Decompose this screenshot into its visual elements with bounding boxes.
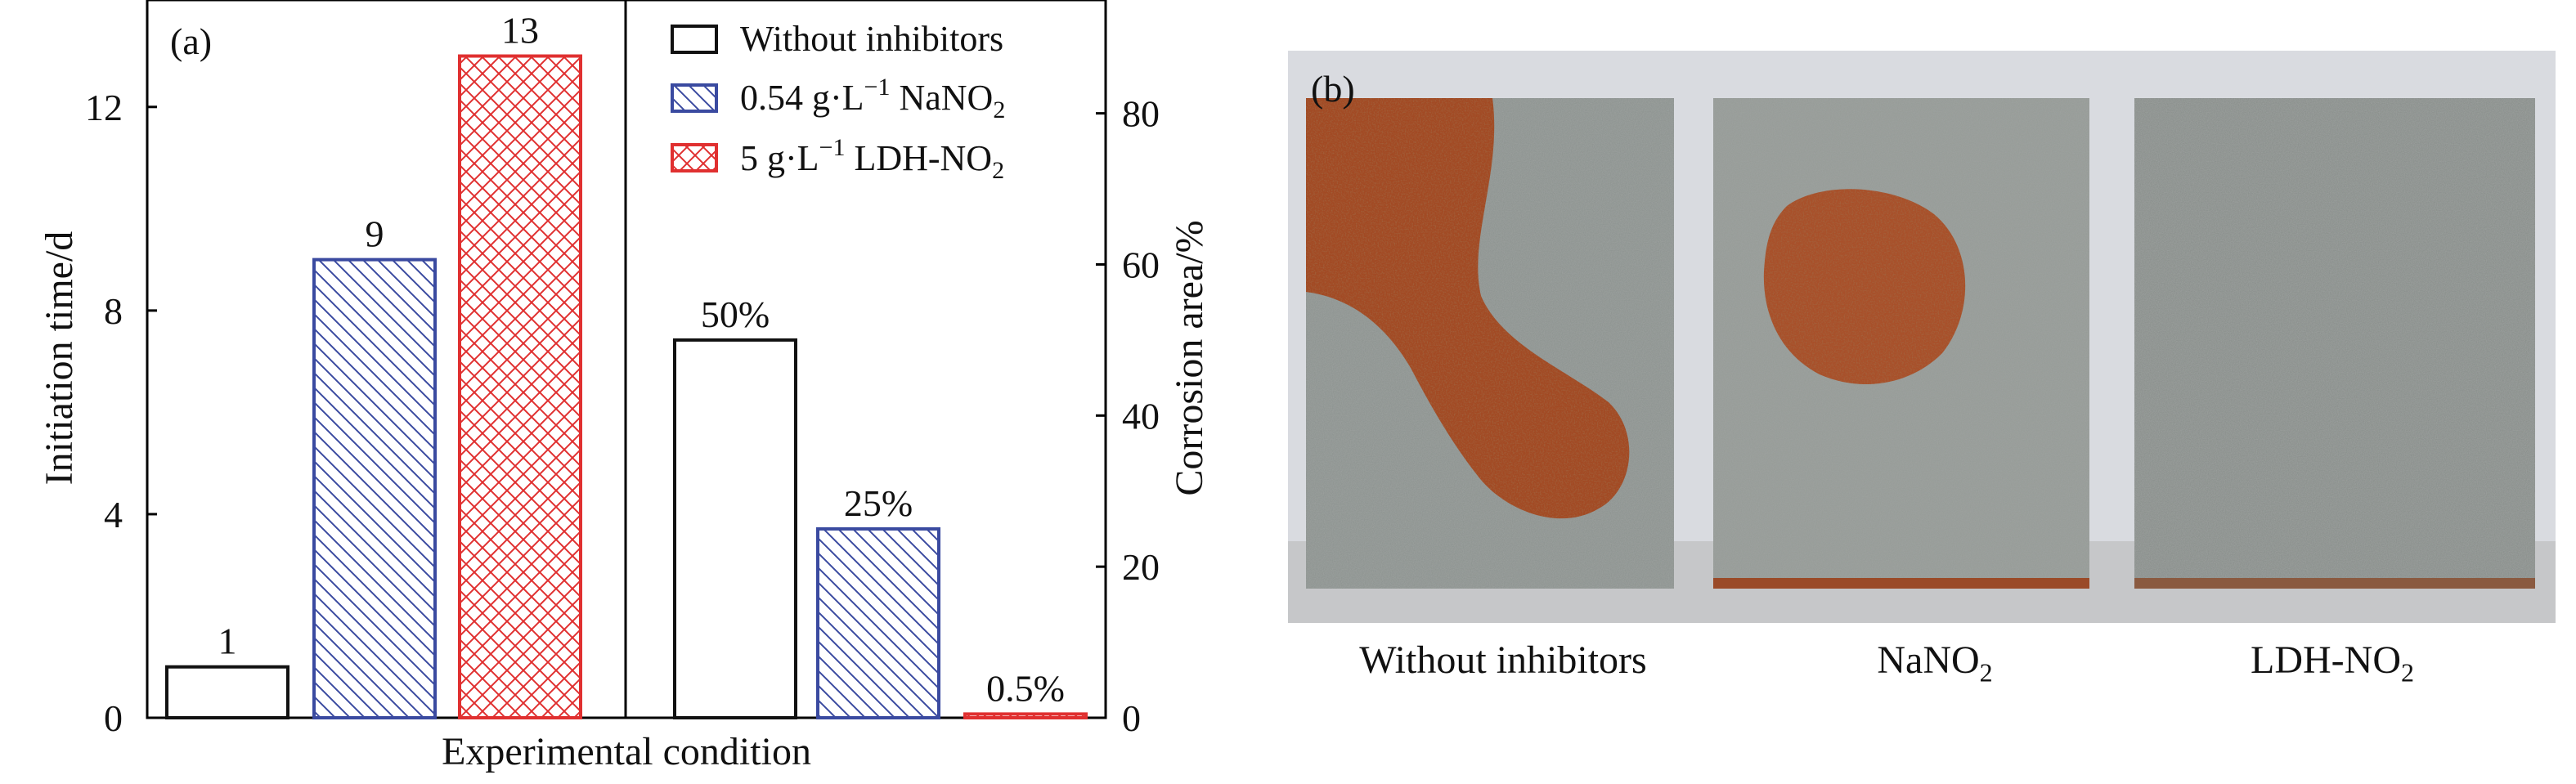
specimen-nano2 [1713, 98, 2089, 589]
x-axis-label: Experimental condition [442, 730, 811, 773]
left-tick-label: 8 [104, 290, 123, 332]
data-label-right-ldh-no2: 0.5% [986, 667, 1065, 709]
specimen-3-texture [2134, 98, 2535, 589]
legend-swatch-ldh-no2 [671, 143, 718, 172]
data-label-left-ldh-no2: 13 [501, 10, 539, 52]
caption-nano2: NaNO2 [1877, 638, 1992, 688]
caption-without-inhibitors: Without inhibitors [1359, 638, 1646, 688]
bar-left-ldh-no2 [458, 54, 582, 720]
right-tick-label: 80 [1122, 93, 1160, 135]
right-axis-ticks: 0 20 40 60 80 [1096, 93, 1160, 739]
bar-right-nano2 [816, 526, 940, 720]
legend-ldh-sup: −1 [819, 134, 846, 161]
caption-3-text: LDH-NO [2251, 638, 2401, 682]
right-tick-label: 20 [1122, 546, 1160, 588]
bar-chart-figure: (a) Initiation time/d Corrosion area/% E… [38, 0, 1211, 773]
specimen-2-rust-texture [1763, 189, 1966, 385]
legend-item-nano2: 0.54 g·L−1 NaNO2 [671, 74, 1005, 123]
legend-label-without-inhibitors: Without inhibitors [740, 19, 1003, 59]
legend-nano2-pre: 0.54 g·L [740, 78, 864, 118]
bar-right-ldh-no2 [963, 712, 1088, 720]
legend-ldh-sub: 2 [992, 157, 1004, 184]
caption-1-text: Without inhibitors [1359, 638, 1647, 682]
data-label-right-without-inhibitors: 50% [701, 293, 770, 335]
legend-item-without-inhibitors: Without inhibitors [671, 19, 1003, 59]
specimen-ldh-no2 [2134, 98, 2535, 589]
y-axis-label: Initiation time/d [38, 231, 81, 486]
bar-left-nano2 [312, 258, 437, 720]
left-tick-label: 4 [104, 494, 123, 535]
data-label-right-nano2: 25% [844, 482, 913, 524]
legend-swatch-nano2 [671, 83, 718, 113]
specimen-without-inhibitors [1306, 98, 1674, 589]
bars: 1 9 13 50% 25% 0.5% [165, 10, 1088, 720]
legend-ldh-pre: 5 g·L [740, 138, 819, 178]
caption-2-text: NaNO [1877, 638, 1980, 682]
left-axis-ticks: 0 4 8 12 [85, 87, 157, 739]
panel-b-label: (b) [1311, 68, 1355, 110]
caption-2-sub: 2 [1979, 657, 1993, 688]
specimen-1-rust-texture [1306, 98, 1630, 519]
data-label-left-nano2: 9 [366, 213, 384, 255]
specimen-photo [1288, 51, 2556, 623]
bar-left-without-inhibitors [165, 665, 289, 720]
caption-3-sub: 2 [2400, 657, 2414, 688]
left-tick-label: 12 [85, 87, 123, 128]
data-label-left-without-inhibitors: 1 [218, 620, 237, 662]
left-tick-label: 0 [104, 697, 123, 739]
right-tick-label: 40 [1122, 395, 1160, 437]
right-tick-label: 0 [1122, 697, 1141, 739]
legend-label-ldh-no2: 5 g·L−1 LDH-NO2 [740, 134, 1004, 184]
panel-a-label: (a) [170, 20, 212, 62]
legend-ldh-post: LDH-NO [845, 138, 992, 178]
y2-axis-label: Corrosion area/% [1168, 220, 1211, 495]
legend-nano2-post: NaNO [890, 78, 993, 118]
legend-nano2-sup: −1 [864, 74, 891, 101]
legend-item-ldh-no2: 5 g·L−1 LDH-NO2 [671, 134, 1004, 184]
legend-label-nano2: 0.54 g·L−1 NaNO2 [740, 74, 1005, 123]
bar-right-without-inhibitors [673, 338, 797, 719]
legend-nano2-sub: 2 [993, 96, 1005, 123]
caption-ldh-no2: LDH-NO2 [2251, 638, 2414, 688]
legend: Without inhibitors 0.54 g·L−1 NaNO2 5 g·… [671, 19, 1005, 184]
right-tick-label: 60 [1122, 244, 1160, 285]
specimen-2-bottom-rust [1713, 578, 2089, 589]
specimen-3-bottom-edge [2134, 578, 2535, 589]
legend-swatch-without-inhibitors [671, 25, 718, 54]
